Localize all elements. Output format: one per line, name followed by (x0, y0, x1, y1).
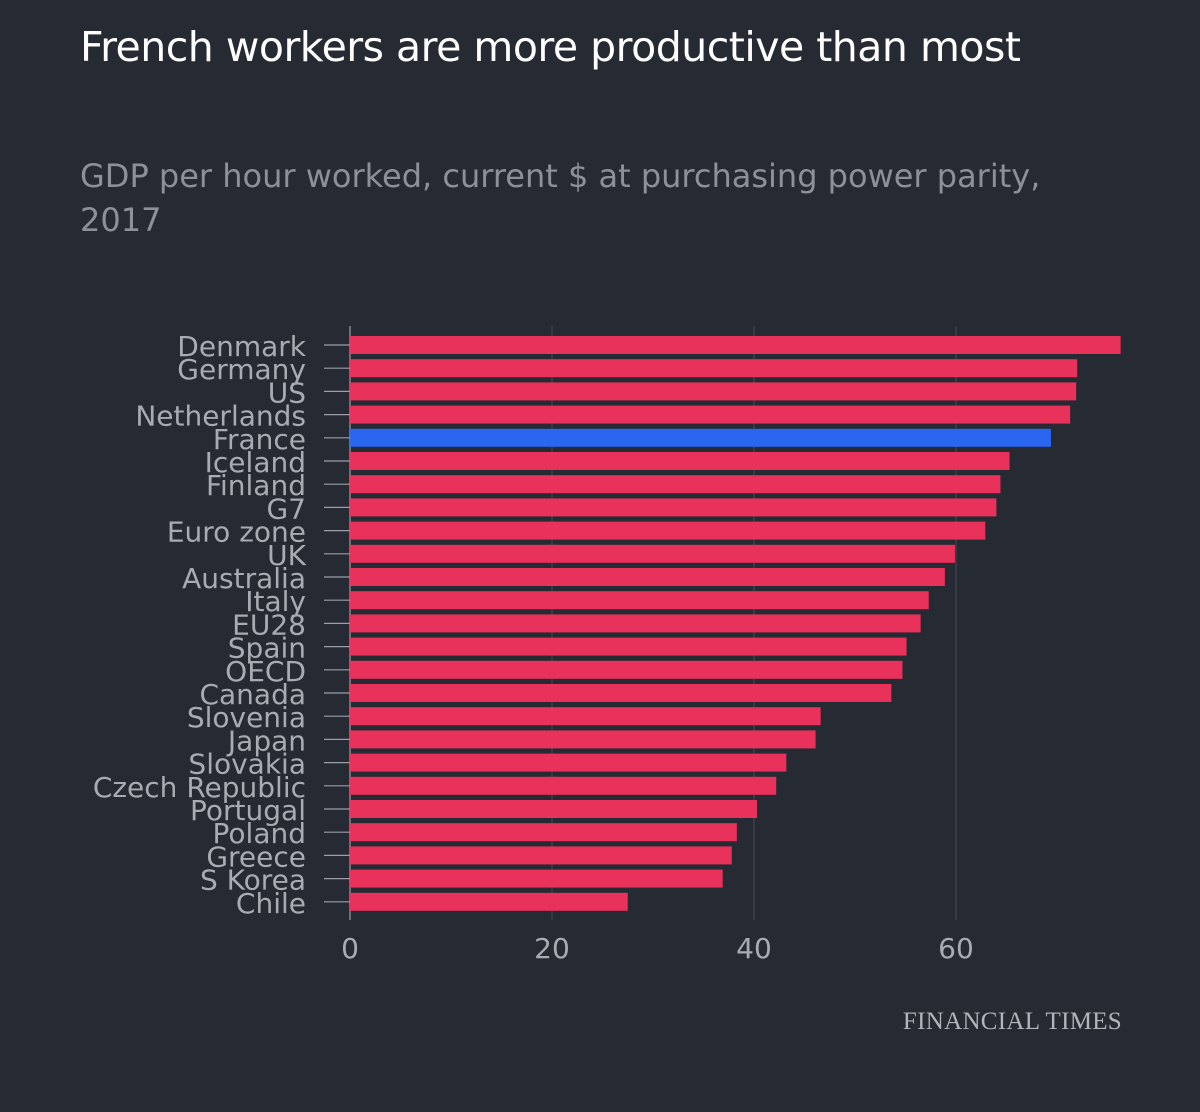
bar-netherlands (350, 405, 1071, 424)
category-label: Euro zone (167, 516, 306, 549)
category-label: Slovenia (187, 701, 306, 734)
x-tick-label: 60 (938, 932, 974, 965)
category-label: France (213, 423, 306, 456)
bar-eu28 (350, 614, 921, 633)
bar-denmark (350, 336, 1121, 354)
chart-subtitle: GDP per hour worked, current $ at purcha… (80, 157, 1041, 239)
bar-spain (350, 637, 907, 656)
bar-czech-republic (350, 776, 777, 795)
category-label: Greece (206, 840, 306, 873)
bar-germany (350, 359, 1078, 378)
bar-chile (350, 892, 628, 911)
bar-japan (350, 730, 816, 749)
bar-us (350, 382, 1077, 401)
chart-title: French workers are more productive than … (80, 23, 1021, 71)
bar-slovenia (350, 707, 821, 726)
x-tick-label: 0 (341, 932, 359, 965)
category-label: G7 (266, 492, 306, 525)
category-label: Denmark (177, 330, 306, 363)
bar-italy (350, 591, 929, 610)
bar-s-korea (350, 869, 723, 888)
category-label: Germany (177, 353, 306, 386)
category-label: Iceland (205, 446, 306, 479)
category-label: Czech Republic (93, 771, 306, 804)
source-logo: FINANCIAL TIMES (902, 1008, 1122, 1035)
bar-slovakia (350, 753, 787, 772)
bar-g7 (350, 498, 997, 517)
category-label: Poland (213, 817, 306, 850)
category-label: Netherlands (135, 400, 306, 433)
category-label: Canada (199, 678, 306, 711)
category-label: Portugal (190, 794, 306, 827)
bar-finland (350, 475, 1001, 494)
bar-france (350, 428, 1051, 447)
category-label: Australia (182, 562, 306, 595)
x-tick-label: 40 (736, 932, 772, 965)
bars (350, 336, 1121, 911)
bar-portugal (350, 800, 758, 818)
x-axis-ticks: 0 20 40 60 (341, 932, 974, 965)
category-label: Spain (228, 632, 306, 665)
bar-poland (350, 823, 737, 842)
category-label: Japan (226, 724, 306, 757)
bar-uk (350, 544, 955, 563)
category-label: UK (267, 539, 306, 572)
category-label: EU28 (232, 608, 306, 641)
bar-oecd (350, 660, 903, 679)
bar-euro-zone (350, 521, 986, 540)
category-label: Finland (206, 469, 306, 502)
category-label: Slovakia (188, 748, 306, 781)
category-label: Chile (236, 887, 306, 920)
bar-canada (350, 684, 892, 702)
category-label: US (268, 376, 306, 409)
bar-greece (350, 846, 732, 865)
x-tick-label: 20 (534, 932, 570, 965)
category-label: OECD (225, 655, 306, 688)
category-label: Italy (245, 585, 306, 618)
bar-australia (350, 568, 945, 586)
category-labels: DenmarkGermanyUSNetherlandsFranceIceland… (93, 330, 307, 920)
bar-iceland (350, 452, 1010, 470)
category-label: S Korea (200, 864, 306, 897)
